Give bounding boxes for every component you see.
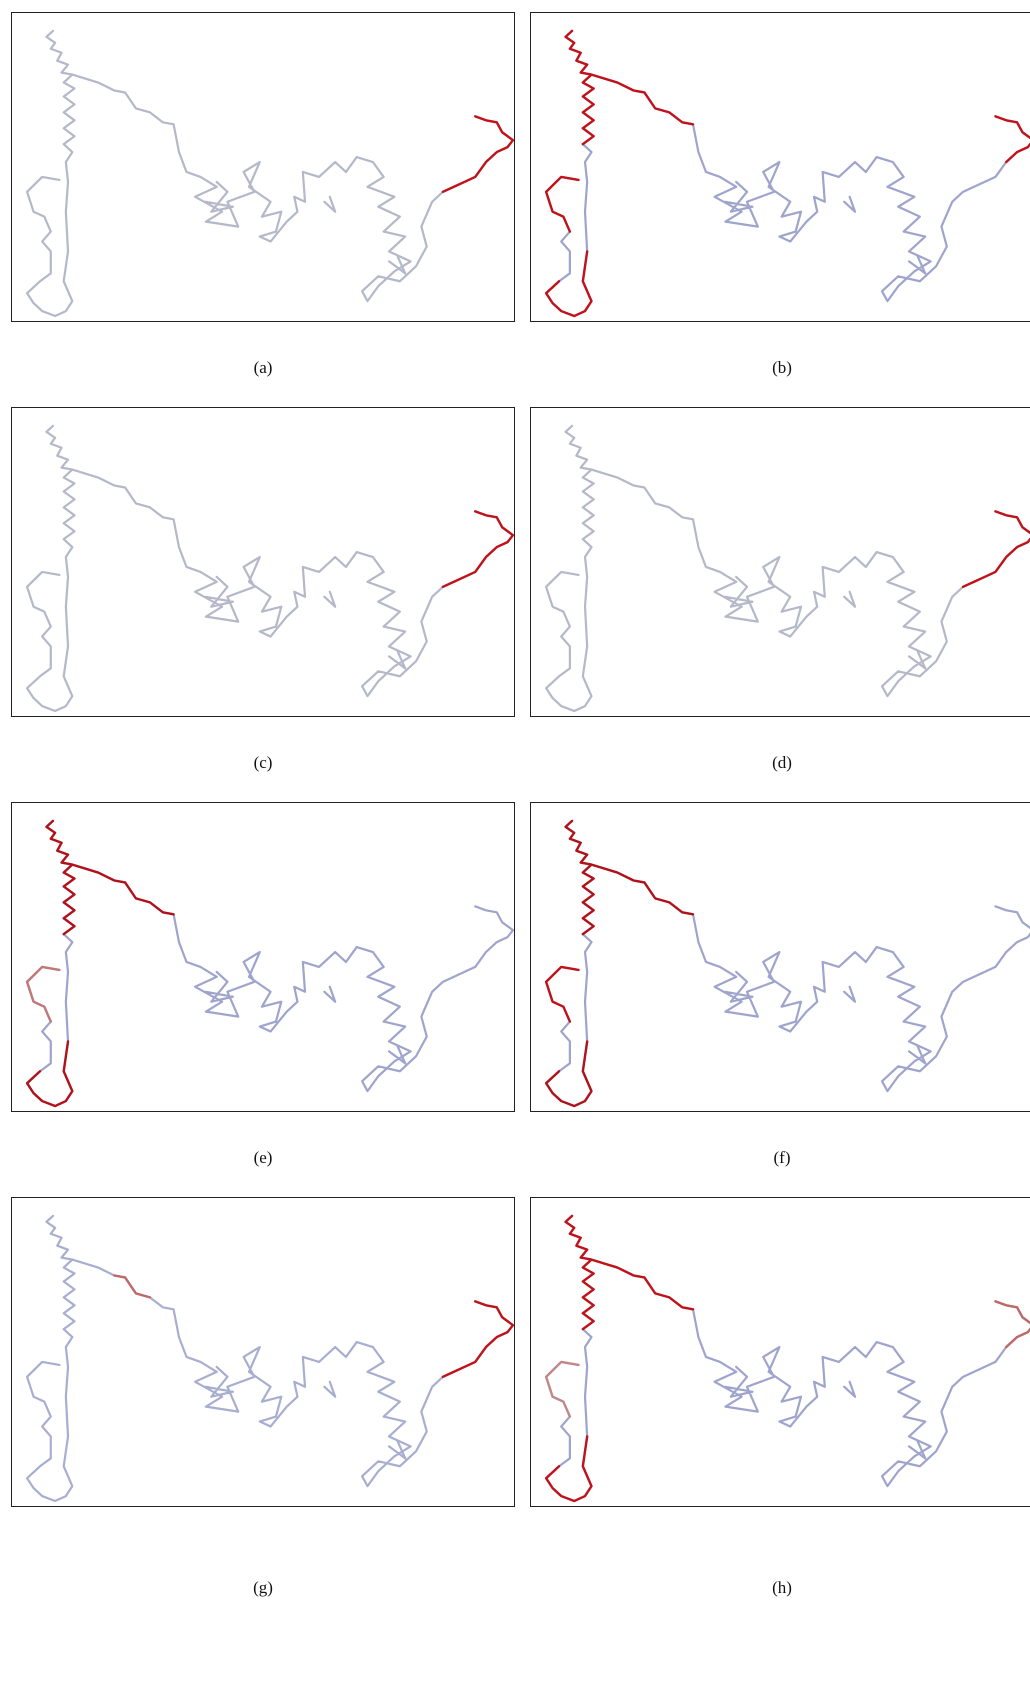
panel-a <box>11 12 515 322</box>
caption: (f) <box>530 1148 1030 1168</box>
panel-g <box>11 1197 515 1507</box>
panel-d <box>530 407 1030 717</box>
caption: (c) <box>11 753 515 773</box>
caption: (e) <box>11 1148 515 1168</box>
caption: (a) <box>11 358 515 378</box>
caption: (b) <box>530 358 1030 378</box>
panel-b <box>530 12 1030 322</box>
panel-e <box>11 802 515 1112</box>
panel-c <box>11 407 515 717</box>
panel-h <box>530 1197 1030 1507</box>
caption: (g) <box>11 1578 515 1598</box>
panel-f <box>530 802 1030 1112</box>
figure: (a) (b) (c) (d) (e) (f) (g) (h) <box>0 0 1030 1700</box>
caption: (h) <box>530 1578 1030 1598</box>
caption: (d) <box>530 753 1030 773</box>
